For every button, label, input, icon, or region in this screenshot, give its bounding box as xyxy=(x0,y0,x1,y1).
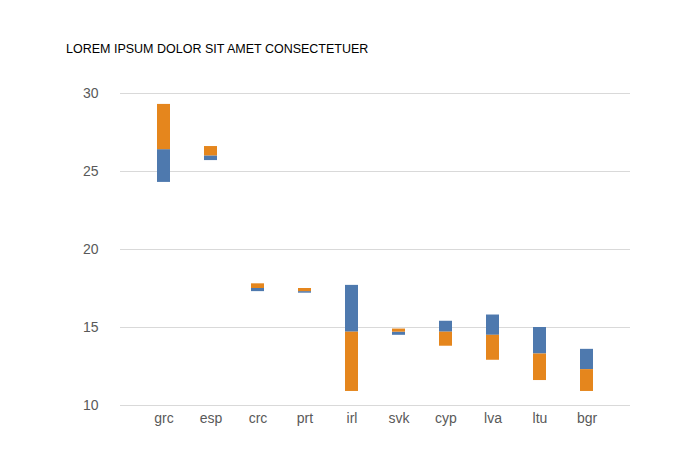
svg-text:grc: grc xyxy=(154,410,173,426)
html-text:LOREM IPSUM DOLOR SIT AMET CON: LOREM IPSUM DOLOR SIT AMET CONSECTETUER xyxy=(66,42,369,56)
svg-text:irl: irl xyxy=(347,410,358,426)
svg-text:esp: esp xyxy=(200,410,223,426)
svg-text:lva: lva xyxy=(484,410,502,426)
svg-text:30: 30 xyxy=(83,85,99,101)
svg-text:25: 25 xyxy=(83,163,99,179)
svg-text:15: 15 xyxy=(83,319,99,335)
svg-text:20: 20 xyxy=(83,241,99,257)
svg-text:bgr: bgr xyxy=(577,410,598,426)
svg-text:cyp: cyp xyxy=(435,410,457,426)
svg-text:crc: crc xyxy=(249,410,268,426)
svg-text:svk: svk xyxy=(389,410,411,426)
svg-text:10: 10 xyxy=(83,397,99,413)
svg-text:ltu: ltu xyxy=(533,410,548,426)
svg-text:prt: prt xyxy=(297,410,313,426)
